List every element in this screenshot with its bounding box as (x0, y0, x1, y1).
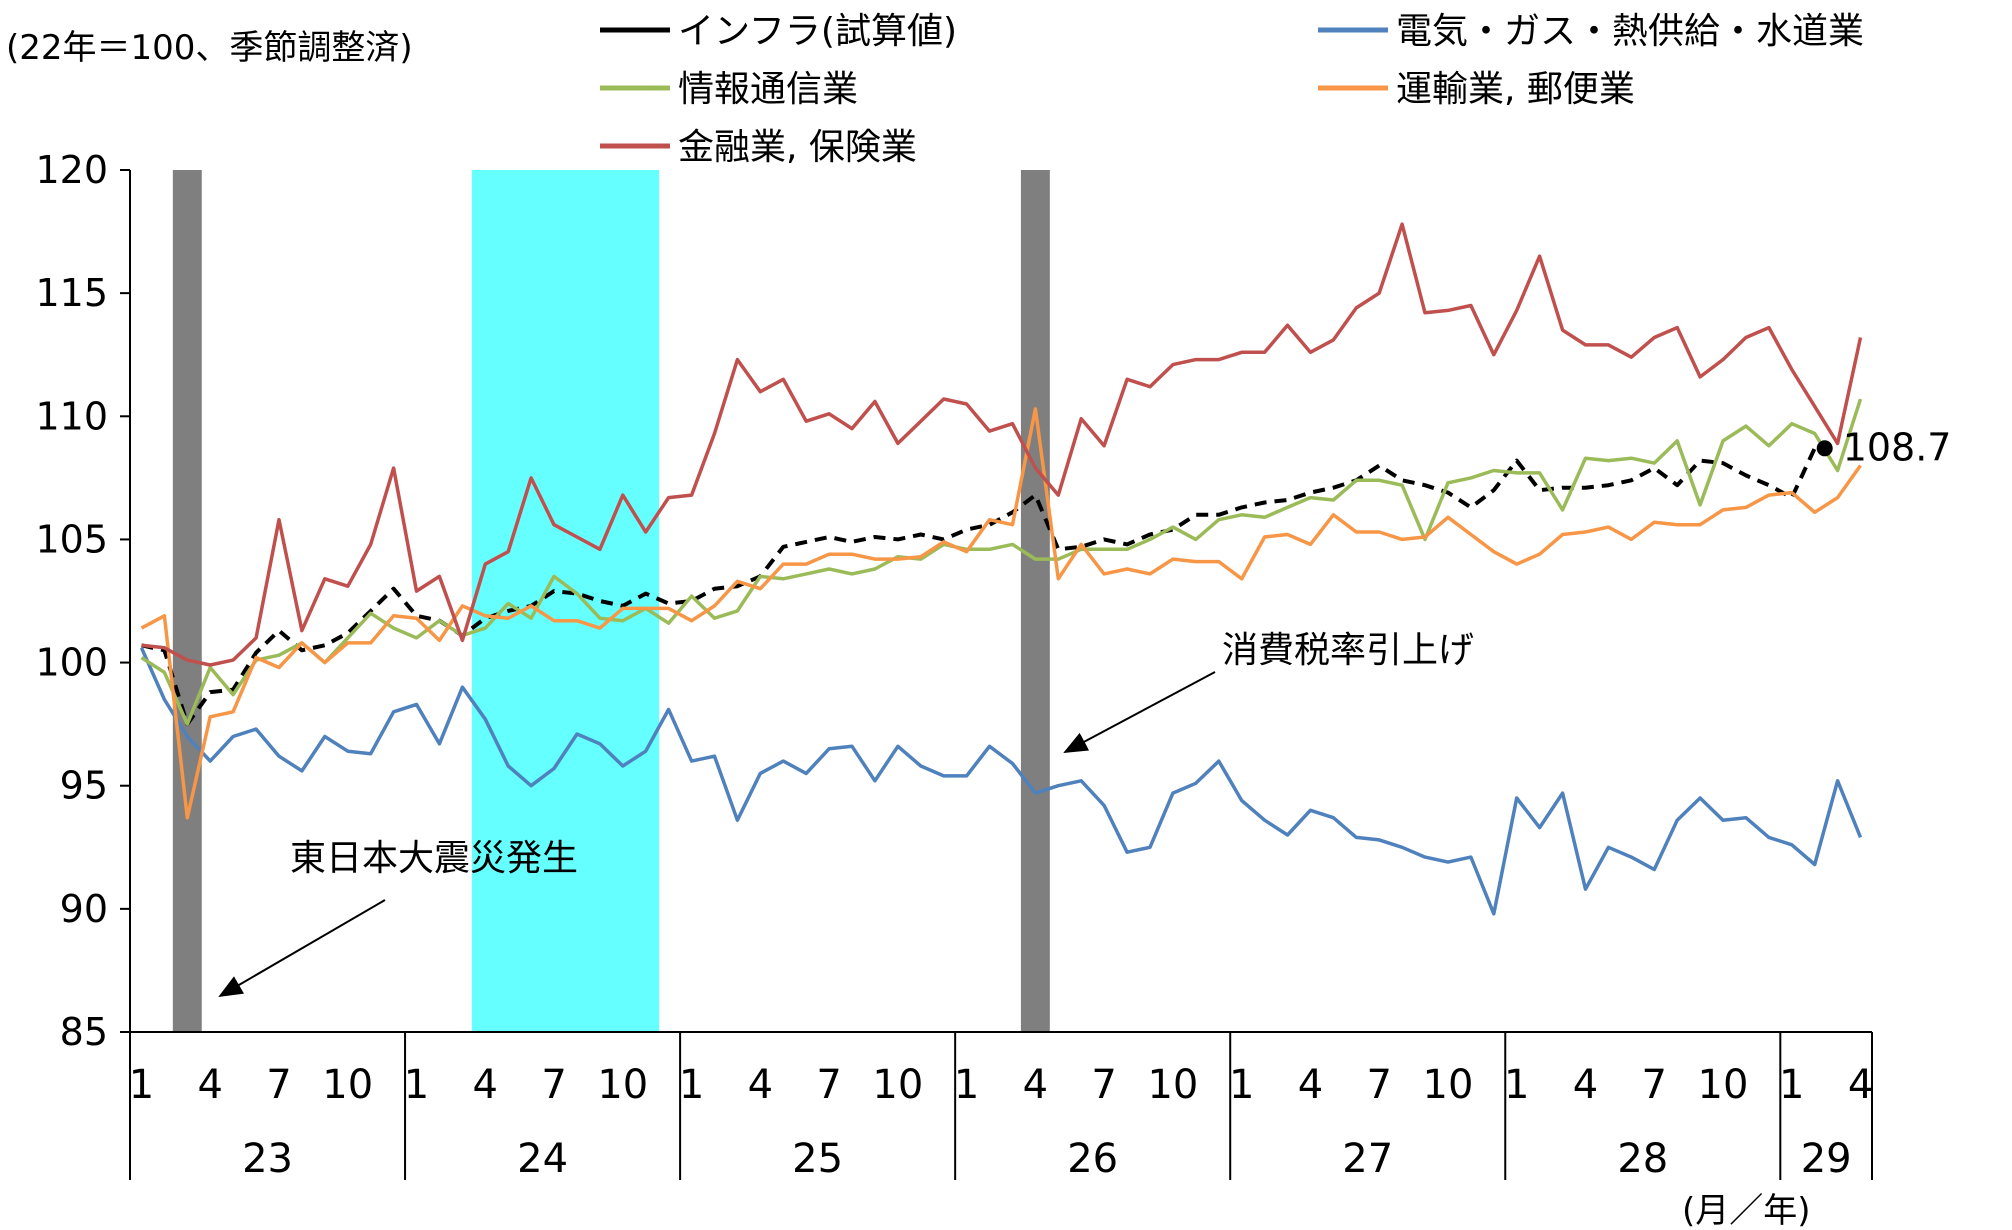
month-label: 7 (266, 1062, 291, 1108)
month-label: 4 (748, 1062, 773, 1108)
legend-label-4: 金融業, 保険業 (678, 127, 917, 168)
y-tick-label: 115 (35, 271, 108, 315)
y-tick-label: 110 (35, 394, 108, 438)
month-label: 1 (1229, 1062, 1254, 1108)
year-label: 25 (792, 1136, 843, 1182)
month-label: 10 (872, 1062, 923, 1108)
y-tick-label: 100 (35, 641, 108, 685)
event-shade-0 (172, 170, 202, 1032)
y-tick-label: 95 (60, 764, 108, 808)
month-label: 1 (679, 1062, 704, 1108)
y-axis-ticks: 85 90 95 100 105 110 115 120 (35, 148, 130, 1054)
series-line-3 (140, 407, 1862, 820)
end-value-marker (1816, 440, 1833, 457)
month-label: 7 (1091, 1062, 1116, 1108)
series-line-4 (141, 222, 1863, 667)
legend-label-2: 情報通信業 (678, 69, 858, 110)
unit-label: (22年＝100、季節調整済) (6, 28, 413, 68)
month-label: 1 (954, 1062, 979, 1108)
year-label: 24 (517, 1136, 568, 1182)
event-shading-layer (172, 170, 1050, 1032)
month-label: 7 (541, 1062, 566, 1108)
month-label: 1 (129, 1062, 154, 1108)
month-label: 4 (1023, 1062, 1048, 1108)
series-line-1 (139, 647, 1863, 916)
month-label: 7 (1366, 1062, 1391, 1108)
month-label: 10 (1698, 1062, 1749, 1108)
month-label: 7 (816, 1062, 841, 1108)
y-tick-label: 105 (35, 517, 108, 561)
month-label: 10 (1147, 1062, 1198, 1108)
year-label: 28 (1617, 1136, 1668, 1182)
month-label: 10 (322, 1062, 373, 1108)
x-axis-categories: 23 24 25 26 27 28 291 4 7 10 1 4 7 10 1 4 7 10 1 4 7 10 1 4 7 10 1… (129, 1032, 1873, 1182)
annotation-earthquake: 東日本大震災発生 (290, 838, 578, 879)
legend-label-0: インフラ(試算値) (678, 11, 957, 52)
month-label: 4 (1848, 1062, 1873, 1108)
series-layer: 108.7 (139, 222, 1952, 916)
year-label: 26 (1067, 1136, 1118, 1182)
axes (129, 170, 1872, 1033)
end-value-label: 108.7 (1843, 425, 1952, 469)
month-label: 10 (1423, 1062, 1474, 1108)
month-label: 7 (1642, 1062, 1667, 1108)
month-label: 4 (1298, 1062, 1323, 1108)
annotation-tax-hike-arrow (1063, 671, 1216, 753)
annotations-layer: 東日本大震災発生 消費税率引上げ (218, 630, 1474, 998)
y-tick-label: 90 (60, 887, 108, 931)
legend-label-1: 電気・ガス・熱供給・水道業 (1396, 11, 1864, 52)
event-shade-2 (1020, 170, 1050, 1032)
month-label: 1 (1779, 1062, 1804, 1108)
month-label: 4 (473, 1062, 498, 1108)
year-label: 23 (242, 1136, 293, 1182)
series-line-2 (140, 398, 1863, 726)
month-label: 4 (1573, 1062, 1598, 1108)
month-label: 1 (1504, 1062, 1529, 1108)
month-label: 10 (597, 1062, 648, 1108)
x-unit-label: (月／年) (1682, 1191, 1811, 1230)
year-label: 29 (1801, 1136, 1852, 1182)
legend-label-3: 運輸業, 郵便業 (1396, 69, 1635, 110)
annotation-earthquake-arrow (218, 899, 386, 998)
y-tick-label: 85 (60, 1010, 108, 1054)
y-tick-label: 120 (35, 148, 108, 192)
year-label: 27 (1342, 1136, 1393, 1182)
annotation-tax-hike: 消費税率引上げ (1222, 630, 1474, 671)
series-line-0 (141, 447, 1817, 727)
month-label: 4 (197, 1062, 222, 1108)
month-label: 1 (404, 1062, 429, 1108)
